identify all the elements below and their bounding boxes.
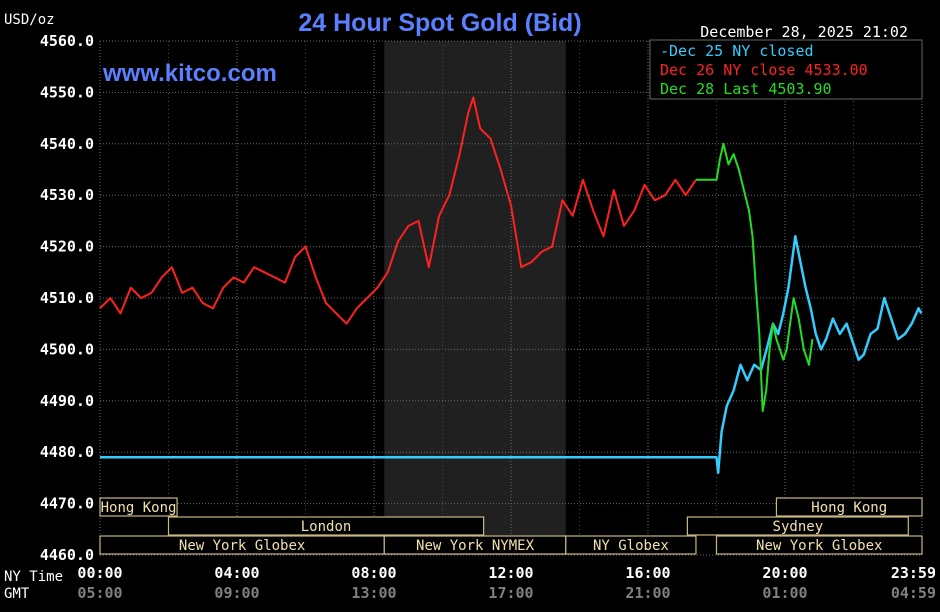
y-tick-label: 4490.0: [40, 392, 94, 410]
session-bar: [565, 535, 697, 555]
legend: -Dec 25 NY closed Dec 26 NY close 4533.0…: [649, 39, 923, 100]
x-tick-label-gmt: 05:00: [77, 584, 122, 602]
session-label: New York Globex: [756, 538, 882, 554]
x-tick-label-gmt: 01:00: [762, 584, 807, 602]
legend-item-dec28: Dec 28 Last 4503.90: [660, 80, 832, 98]
x-tick-label-ny: 20:00: [762, 564, 807, 582]
x-tick-label-gmt: 17:00: [488, 584, 533, 602]
x-tick-label-gmt: 04:59: [891, 584, 936, 602]
x-tick-label-gmt: 21:00: [625, 584, 670, 602]
y-tick-label: 4480.0: [40, 443, 94, 461]
x-tick-label-ny: 12:00: [488, 564, 533, 582]
session-label: NY Globex: [593, 538, 669, 554]
y-tick-label: 4500.0: [40, 340, 94, 358]
legend-box: [649, 39, 923, 100]
x-tick-label-gmt: 13:00: [351, 584, 396, 602]
y-tick-label: 4540.0: [40, 135, 94, 153]
session-bar: [99, 497, 178, 517]
legend-item-dec25: -Dec 25 NY closed: [660, 42, 814, 60]
ny-time-label: NY Time: [4, 569, 63, 585]
series-line: [100, 235, 923, 475]
session-label: Hong Kong: [101, 500, 177, 516]
x-tick-label-ny: 23:59: [891, 564, 936, 582]
x-tick-label-ny: 00:00: [77, 564, 122, 582]
session-bar: [775, 497, 923, 517]
session-bar: [715, 535, 923, 555]
gmt-label: GMT: [4, 586, 30, 602]
x-tick-label-ny: 08:00: [351, 564, 396, 582]
y-tick-label: 4550.0: [40, 83, 94, 101]
session-bar: [686, 516, 909, 536]
x-tick-label-gmt: 09:00: [214, 584, 259, 602]
y-tick-label: 4530.0: [40, 186, 94, 204]
x-tick-label-ny: 16:00: [625, 564, 670, 582]
session-label: London: [301, 519, 352, 535]
session-label: Sydney: [773, 519, 824, 535]
x-tick-label-ny: 04:00: [214, 564, 259, 582]
y-tick-label: 4470.0: [40, 495, 94, 513]
session-bar: [167, 516, 485, 536]
website-label: www.kitco.com: [102, 60, 277, 87]
y-tick-label: 4560.0: [40, 32, 94, 50]
datetime-label: December 28, 2025 21:02: [700, 23, 908, 41]
legend-item-dec26: Dec 26 NY close 4533.00: [660, 61, 868, 79]
series-line: [695, 142, 814, 413]
session-label: New York NYMEX: [416, 538, 535, 554]
chart-title: 24 Hour Spot Gold (Bid): [298, 9, 581, 37]
session-label: Hong Kong: [811, 500, 887, 516]
series-line: [99, 96, 697, 325]
y-tick-label: 4510.0: [40, 289, 94, 307]
units-label: USD/oz: [4, 12, 55, 28]
session-label: New York Globex: [179, 538, 305, 554]
y-tick-label: 4460.0: [40, 546, 94, 564]
y-tick-label: 4520.0: [40, 238, 94, 256]
